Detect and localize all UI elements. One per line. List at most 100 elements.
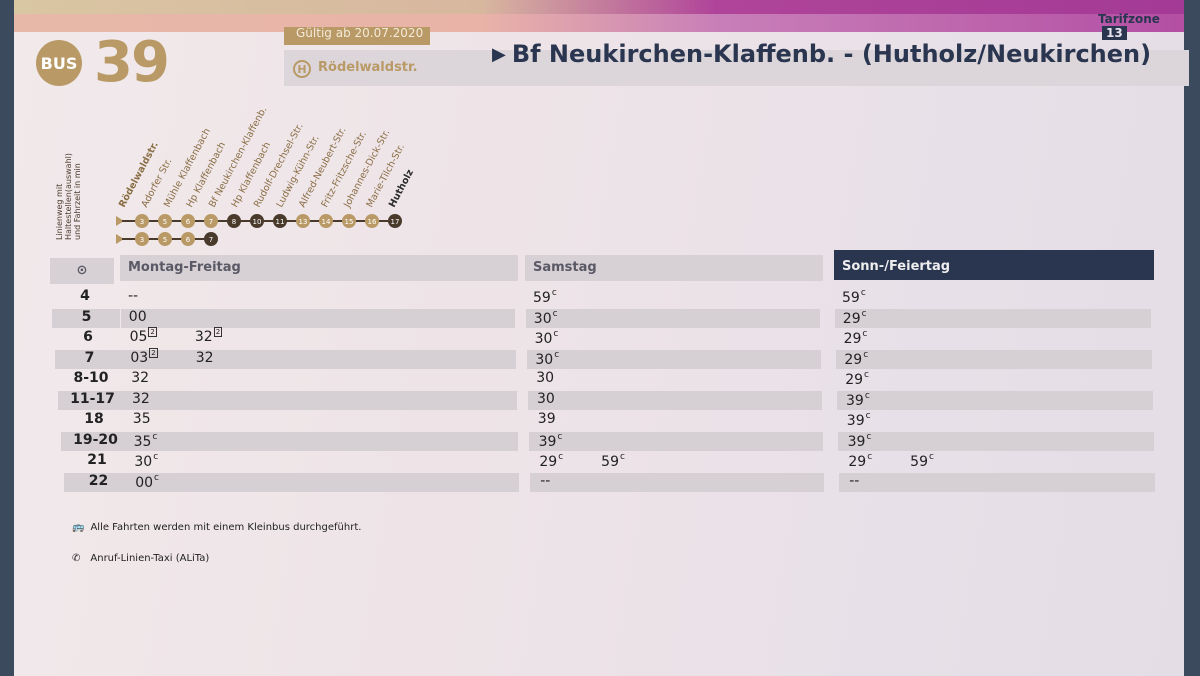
bus-badge: BUS (36, 40, 82, 86)
minute: 32 (131, 370, 150, 386)
departure-time: 30 (536, 370, 554, 386)
footnote-marker: 2 (213, 327, 223, 337)
row-stripe (51, 308, 120, 328)
departure-time: -- (849, 473, 859, 489)
hour-cell: 4 (80, 288, 90, 304)
travel-time: 15 (345, 218, 354, 226)
minute: 05 (129, 329, 148, 345)
departure-time: 30c (535, 329, 559, 347)
minute: 39 (847, 433, 866, 450)
departure-time: 29c (848, 452, 872, 470)
footnote-marker: c (152, 431, 158, 442)
departures-sa: 39 (538, 411, 594, 427)
departure-time: 29c (539, 452, 563, 470)
departure-time: 39 (538, 411, 556, 427)
minute: 39 (538, 433, 557, 450)
departure-time: 29c (843, 309, 867, 327)
departures-mf: 32 (131, 370, 187, 386)
departures-so: 29c (845, 370, 907, 388)
footnote-marker: c (554, 349, 560, 360)
arrow-right-icon: ▶ (492, 44, 506, 65)
minute: 30 (533, 310, 552, 327)
departure-time: 39c (847, 411, 871, 429)
departure-time: 59c (533, 288, 557, 306)
travel-time: 13 (299, 218, 308, 226)
minute: 32 (194, 329, 213, 345)
row-stripe (528, 390, 822, 410)
departure-time: 05 2 (129, 327, 157, 345)
minute: 00 (135, 474, 154, 491)
departures-sa: 29c 59c (539, 452, 663, 470)
minute: 59 (533, 290, 551, 306)
minute: 30 (535, 351, 554, 368)
hour-cell: 21 (87, 452, 107, 468)
minute: 30 (134, 454, 153, 470)
departures-so: 29c (844, 329, 906, 347)
travel-time: 16 (368, 218, 377, 226)
stop-circle (342, 214, 356, 228)
footnote-marker: c (552, 308, 558, 319)
stop-name: Rödelwaldstr. (318, 60, 418, 75)
departures-sa: 59c (533, 288, 595, 306)
travel-time: 8 (232, 218, 236, 226)
route-legend: Haltestellen(auswahl) (64, 153, 73, 240)
travel-time: 6 (186, 218, 191, 226)
stop-circle (135, 214, 149, 228)
minute: 03 (130, 349, 149, 366)
travel-time: 3 (140, 218, 144, 226)
tariff-zone-label: Tarifzone (1098, 12, 1160, 26)
minute: 35 (133, 433, 152, 450)
hour-cell: 11-17 (70, 390, 115, 407)
footnote-marker: c (860, 288, 866, 298)
note-text: Anruf-Linien-Taxi (ALiTa) (90, 553, 210, 564)
travel-time: 7 (209, 218, 213, 226)
minibus-icon: 🚌 (72, 522, 85, 533)
top-band-edge (14, 0, 1184, 14)
departures-so: 39c (848, 432, 910, 450)
departure-time: 29c (844, 329, 868, 347)
minute: -- (849, 472, 860, 489)
row-stripe (63, 472, 132, 492)
departure-time: 30 (537, 391, 555, 407)
phone-icon: ✆ (72, 553, 81, 564)
minute: 59 (910, 454, 928, 470)
minute: 30 (534, 331, 553, 347)
departures-mf: 35 (133, 411, 189, 427)
stop-circle (204, 232, 218, 246)
row-stripe (124, 431, 519, 451)
row-stripe (835, 349, 1152, 369)
stop-circle (135, 232, 149, 246)
departure-time: 30c (134, 452, 158, 470)
destination-text: Bf Neukirchen-Klaffenb. - (Hutholz/Neuki… (511, 40, 1152, 68)
row-stripe (123, 390, 517, 410)
footnote-marker: c (863, 349, 869, 360)
minute: 30 (536, 370, 555, 386)
footnote-marker: c (866, 431, 872, 442)
departures-mf: 35c (134, 432, 196, 450)
departures-so: -- (849, 473, 897, 489)
footnote-marker: c (861, 308, 867, 319)
row-stripe (834, 308, 1151, 328)
stop-circle (158, 232, 172, 246)
departure-time: 35 (133, 411, 151, 427)
hour-cell: 5 (81, 308, 92, 325)
row-stripe (530, 472, 825, 492)
minute: 29 (848, 454, 867, 470)
footnote-marker: c (865, 411, 871, 421)
route-diagram: Linienweg mit Haltestellen(auswahl) und Fa… (55, 105, 416, 246)
footnote-marker: c (620, 452, 625, 462)
row-stripe (121, 349, 516, 369)
departures-mf: 00c (135, 473, 197, 491)
minute: 35 (132, 411, 151, 427)
departure-time: 59c (842, 288, 866, 306)
travel-time: 5 (163, 218, 167, 226)
departures-so: 29c (843, 309, 905, 327)
stop-circle (273, 214, 287, 228)
departures-so: 59c (842, 288, 904, 306)
travel-time: 3 (140, 236, 144, 244)
hour-cell: 22 (88, 472, 109, 489)
departure-time: 39c (848, 432, 872, 450)
minute: 59 (601, 454, 619, 470)
departure-time: 30c (534, 309, 558, 327)
hour-cell: 7 (84, 349, 95, 366)
